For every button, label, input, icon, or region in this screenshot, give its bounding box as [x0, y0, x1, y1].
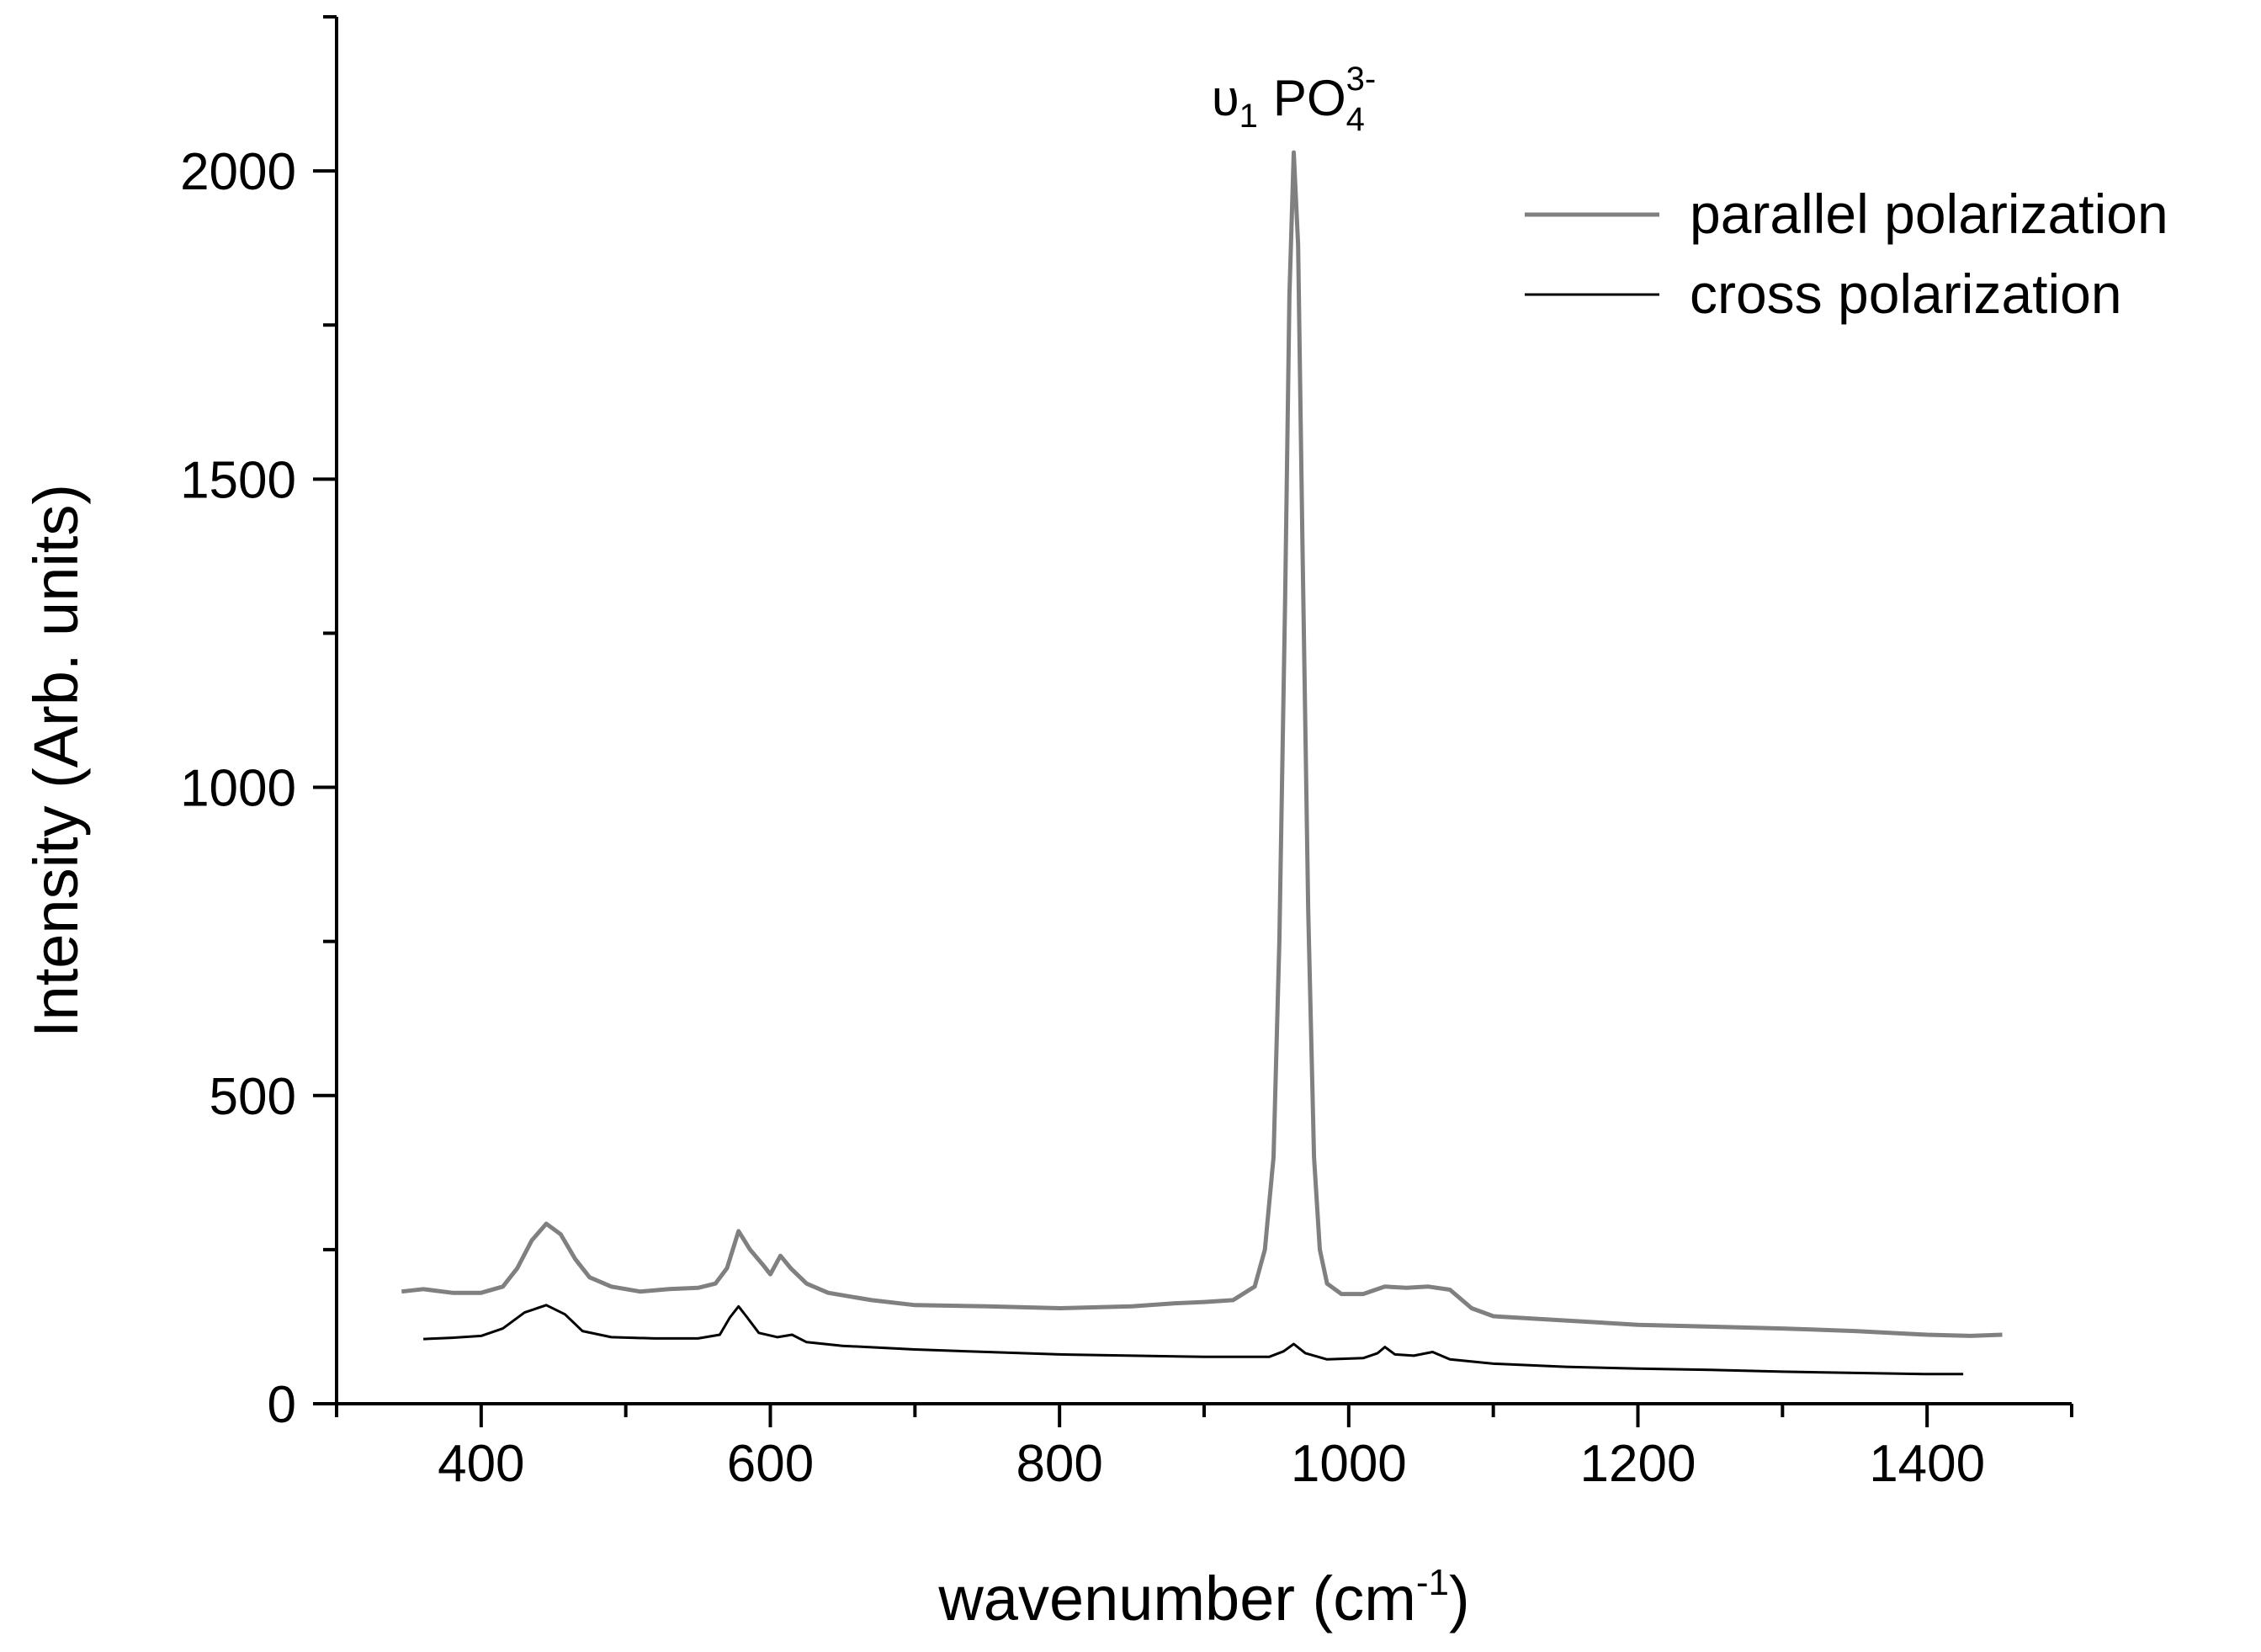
- series-lines: [401, 150, 2003, 1376]
- y-tick-label: 1500: [180, 451, 296, 509]
- x-tick-label: 800: [1016, 1435, 1102, 1493]
- peak-annotation: υ1 PO3-4: [1212, 61, 1376, 138]
- y-tick-label: 2000: [180, 143, 296, 201]
- x-tick-label: 1400: [1869, 1435, 1985, 1493]
- x-tick-label: 1200: [1580, 1435, 1696, 1493]
- y-tick-label: 0: [268, 1376, 296, 1434]
- y-tick-label: 1000: [180, 760, 296, 818]
- series-line-parallel: [401, 150, 2003, 1338]
- x-tick-label: 600: [727, 1435, 814, 1493]
- y-axis-label: Intensity (Arb. units): [21, 484, 91, 1038]
- ticks: 400 600 800 1000 1200 1400 0 500 1000 1500 2000: [180, 15, 2073, 1493]
- x-tick-label: 1000: [1291, 1435, 1407, 1493]
- x-axis-label: wavenumber (cm-1): [937, 1562, 1469, 1633]
- legend-label: parallel polarization: [1690, 183, 2168, 245]
- y-tick-label: 500: [210, 1068, 296, 1126]
- legend: parallel polarization cross polarization: [1525, 183, 2168, 325]
- series-line-cross: [423, 1304, 1964, 1376]
- x-tick-label: 400: [438, 1435, 524, 1493]
- legend-label: cross polarization: [1690, 263, 2122, 325]
